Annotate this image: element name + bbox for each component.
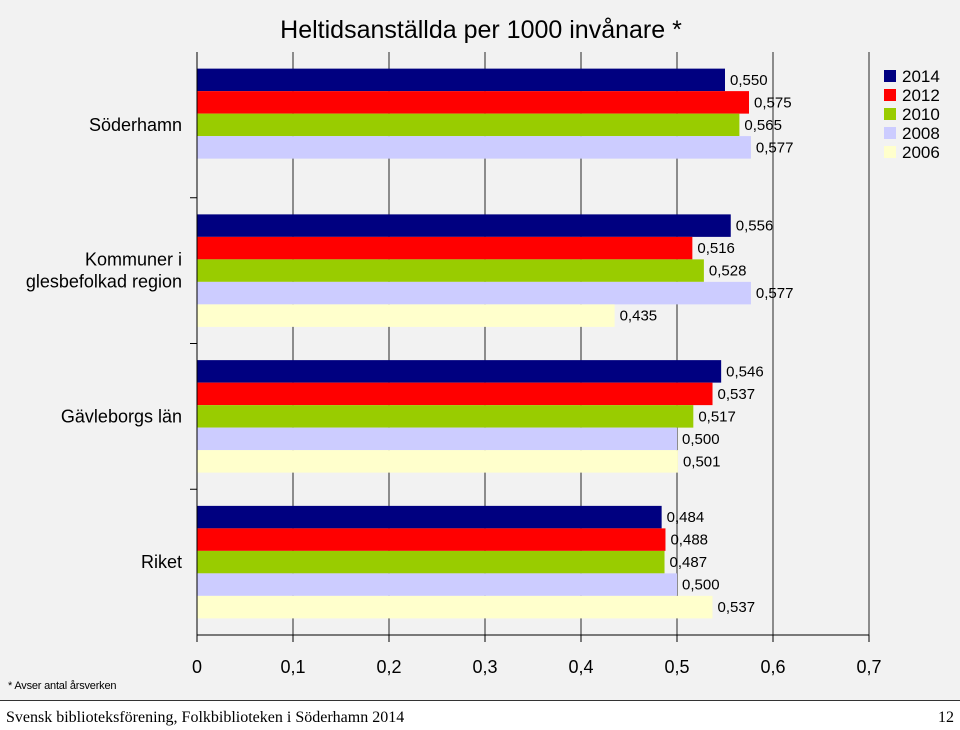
footer-source: Svensk biblioteksförening, Folkbibliotek… (6, 709, 405, 726)
x-tick-label: 0,7 (856, 657, 881, 677)
x-tick-label: 0,5 (664, 657, 689, 677)
bar-chart: Heltidsanställda per 1000 invånare * Söd… (26, 16, 940, 677)
value-label: 0,501 (683, 453, 721, 470)
bar (197, 214, 731, 237)
bar (197, 573, 677, 596)
value-label: 0,577 (756, 285, 794, 302)
value-label: 0,575 (754, 94, 792, 111)
value-label: 0,550 (730, 72, 768, 89)
legend-swatch (884, 70, 896, 82)
value-label: 0,528 (709, 263, 747, 280)
page-footer: Svensk biblioteksförening, Folkbibliotek… (0, 700, 960, 730)
footnote: * Avser antal årsverken (8, 680, 117, 692)
value-label: 0,577 (756, 139, 794, 156)
bar (197, 259, 704, 282)
axes (190, 52, 870, 642)
bar (197, 427, 677, 451)
bar (197, 236, 693, 260)
category-label: Gävleborgs län (61, 406, 182, 426)
bar (197, 382, 713, 406)
value-label: 0,546 (726, 363, 764, 380)
bar (197, 68, 725, 92)
x-tick-labels: 0 0,1 0,2 0,3 0,4 0,5 0,6 0,7 (192, 657, 882, 677)
value-label: 0,435 (620, 308, 658, 325)
bar (197, 528, 666, 551)
bar (197, 550, 665, 574)
value-label: 0,556 (736, 218, 774, 235)
value-label: 0,488 (670, 532, 708, 549)
x-tick-label: 0,6 (760, 657, 785, 677)
chart-title: Heltidsanställda per 1000 invånare * (280, 16, 682, 44)
bars (197, 68, 751, 619)
bar (197, 595, 713, 619)
value-label: 0,565 (744, 117, 782, 134)
legend-label: 2012 (902, 86, 940, 105)
legend-swatch (884, 89, 896, 101)
bar (197, 360, 722, 383)
value-label: 0,500 (682, 431, 720, 448)
legend-swatch (884, 108, 896, 120)
legend-swatch (884, 146, 896, 158)
x-tick-label: 0,2 (376, 657, 401, 677)
value-label: 0,537 (718, 599, 756, 616)
bar (197, 505, 662, 529)
bar (197, 405, 694, 428)
value-label: 0,517 (698, 408, 736, 425)
category-label: Söderhamn (89, 115, 182, 135)
legend-label: 2006 (902, 143, 940, 162)
page-number: 12 (938, 709, 954, 726)
value-label: 0,484 (667, 509, 705, 526)
bar (197, 113, 740, 137)
legend-label: 2014 (902, 67, 940, 86)
bar (197, 450, 678, 473)
category-label: Kommuner i glesbefolkad region (26, 250, 182, 292)
bar (197, 281, 751, 305)
bar (197, 304, 615, 327)
bar (197, 136, 751, 159)
value-label: 0,516 (697, 240, 735, 257)
x-tick-label: 0,4 (568, 657, 593, 677)
x-tick-label: 0 (192, 657, 202, 677)
legend-label: 2010 (902, 105, 940, 124)
x-tick-label: 0,3 (472, 657, 497, 677)
bar (197, 91, 749, 114)
legend-label: 2008 (902, 124, 940, 143)
value-label: 0,487 (670, 554, 708, 571)
category-label: Riket (141, 552, 182, 572)
legend-swatch (884, 127, 896, 139)
value-label: 0,537 (718, 386, 756, 403)
x-tick-label: 0,1 (280, 657, 305, 677)
value-label: 0,500 (682, 577, 720, 594)
category-labels: Söderhamn Kommuner i glesbefolkad region Gä… (26, 115, 182, 572)
